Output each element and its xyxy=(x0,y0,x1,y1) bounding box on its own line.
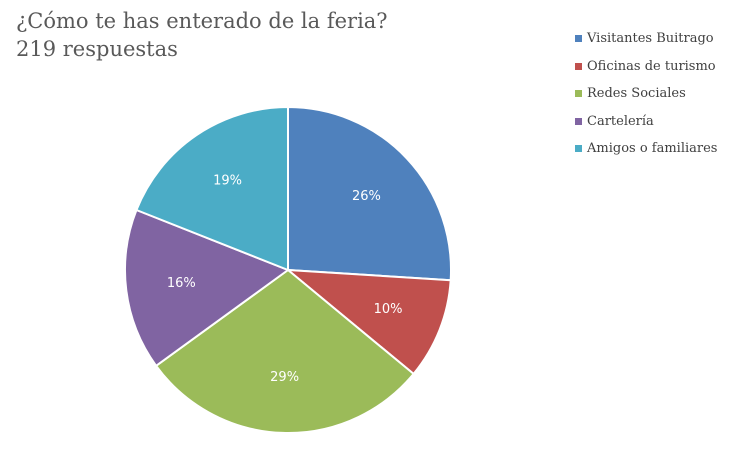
pie-slice xyxy=(287,106,453,282)
pie-slice-label: 29% xyxy=(270,370,299,385)
legend-swatch xyxy=(575,117,582,125)
pie-slice xyxy=(135,106,289,271)
legend-label: Cartelería xyxy=(587,113,654,129)
pie-slice xyxy=(155,269,415,434)
legend-item: Oficinas de turismo xyxy=(575,53,717,81)
legend-item: Amigos o familiares xyxy=(575,135,717,163)
legend-swatch xyxy=(575,35,582,43)
legend-label: Oficinas de turismo xyxy=(587,58,716,74)
legend-swatch xyxy=(575,145,582,153)
chart-title: ¿Cómo te has enterado de la feria? 219 r… xyxy=(16,7,388,63)
pie-slices xyxy=(124,106,453,434)
legend-item: Redes Sociales xyxy=(575,80,717,108)
chart-title-response-count: 219 respuestas xyxy=(16,37,178,61)
pie-slice-labels: 26% 10% 29% 16% 19% xyxy=(167,174,403,386)
legend-swatch xyxy=(575,62,582,70)
legend-item: Visitantes Buitrago xyxy=(575,25,717,53)
pie-slice-label: 16% xyxy=(167,276,196,291)
legend-label: Visitantes Buitrago xyxy=(587,31,714,47)
pie-slice-label: 10% xyxy=(374,302,403,317)
legend-label: Redes Sociales xyxy=(587,86,686,102)
legend-label: Amigos o familiares xyxy=(587,141,718,157)
pie-slice xyxy=(287,269,452,375)
pie-slice-label: 26% xyxy=(352,189,381,204)
pie-slice xyxy=(124,209,289,367)
chart-legend: Visitantes Buitrago Oficinas de turismo Re… xyxy=(575,25,717,163)
legend-swatch xyxy=(575,90,582,98)
pie-slice-label: 19% xyxy=(213,174,242,189)
chart-title-question: ¿Cómo te has enterado de la feria? xyxy=(16,9,388,33)
legend-item: Cartelería xyxy=(575,108,717,136)
